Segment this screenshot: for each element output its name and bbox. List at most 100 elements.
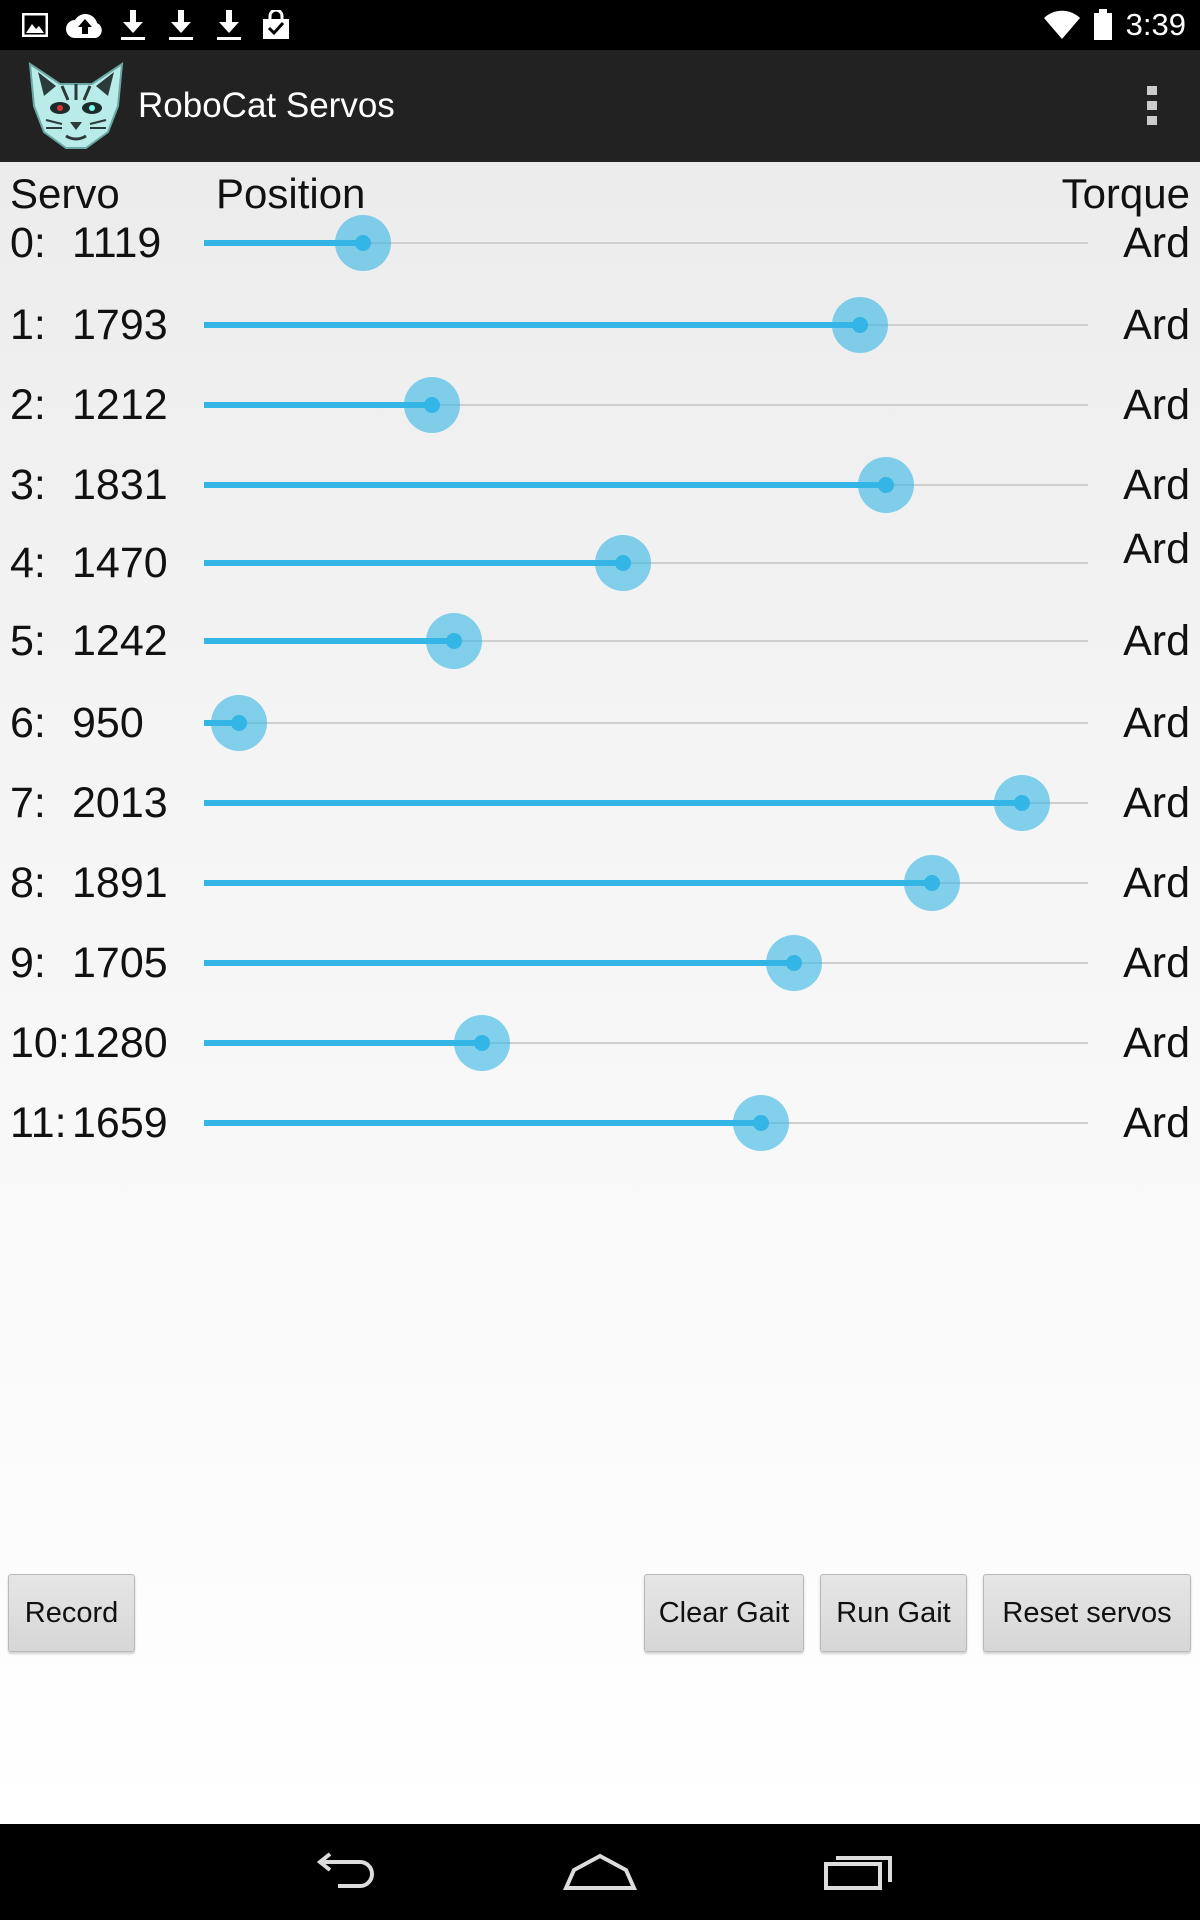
slider-thumb[interactable] (858, 457, 915, 513)
servo-label: 9: 1705 (10, 923, 168, 1003)
slider-thumb[interactable] (993, 775, 1050, 831)
slider-thumb-dot (355, 235, 372, 251)
servo-label: 5: 1242 (10, 601, 168, 681)
clear-gait-button[interactable]: Clear Gait (644, 1574, 804, 1652)
servo-row: 8: 1891 Ard (0, 843, 1200, 923)
recents-icon[interactable] (820, 1842, 896, 1902)
download-icon (166, 0, 196, 50)
action-bar: RoboCat Servos (0, 50, 1200, 162)
overflow-menu-icon[interactable] (1144, 84, 1160, 128)
servo-index: 10: (10, 1019, 70, 1067)
servo-position-value: 1793 (72, 301, 168, 349)
servo-torque-value[interactable]: Ard (1123, 859, 1190, 907)
slider-thumb[interactable] (404, 377, 461, 433)
servo-torque-value[interactable]: Ard (1123, 381, 1190, 429)
servo-torque-value[interactable]: Ard (1123, 1019, 1190, 1067)
slider-fill (204, 638, 455, 644)
servo-label: 3: 1831 (10, 445, 168, 525)
slider-thumb-dot (878, 477, 895, 493)
servo-index: 1: (10, 301, 46, 349)
slider-thumb[interactable] (831, 297, 888, 353)
wifi-icon (1042, 0, 1082, 50)
servo-index: 0: (10, 219, 46, 267)
servo-torque-value[interactable]: Ard (1123, 461, 1190, 509)
slider-thumb-dot (615, 555, 632, 571)
servo-position-value: 1119 (72, 219, 162, 267)
slider-thumb-dot (424, 397, 441, 413)
slider-thumb-dot (851, 317, 868, 333)
robocat-logo-icon[interactable] (26, 62, 126, 150)
back-icon[interactable] (306, 1842, 382, 1902)
servo-position-value: 1212 (72, 381, 168, 429)
servo-column-header: Servo (10, 170, 120, 217)
slider-thumb[interactable] (335, 215, 392, 271)
status-bar: 3:39 (0, 0, 1200, 50)
slider-fill (204, 880, 932, 886)
download-icon (214, 0, 244, 50)
servo-index: 4: (10, 539, 46, 587)
servo-label: 4: 1470 (10, 523, 168, 603)
slider-thumb-dot (474, 1035, 491, 1051)
battery-icon (1092, 0, 1114, 50)
servo-label: 10: 1280 (10, 1003, 168, 1083)
servo-torque-value[interactable]: Ard (1123, 525, 1190, 573)
slider-thumb[interactable] (595, 535, 652, 591)
servo-position-value: 1705 (72, 939, 168, 987)
servo-position-value: 1891 (72, 859, 168, 907)
cloud-upload-icon (64, 0, 106, 50)
slider-fill (204, 322, 860, 328)
servo-index: 11: (10, 1099, 67, 1147)
slider-fill (204, 1120, 761, 1126)
slider-track[interactable] (204, 242, 1088, 244)
servo-label: 6: 950 (10, 683, 144, 763)
slider-thumb[interactable] (903, 855, 960, 911)
servo-index: 7: (10, 779, 46, 827)
servo-row: 10: 1280 Ard (0, 1003, 1200, 1083)
servo-torque-value[interactable]: Ard (1123, 699, 1190, 747)
navigation-bar (0, 1824, 1200, 1920)
slider-fill (204, 800, 1022, 806)
slider-track[interactable] (204, 1042, 1088, 1044)
servo-index: 2: (10, 381, 46, 429)
servo-label: 0: 1119 (10, 203, 161, 283)
servo-row: 2: 1212 Ard (0, 365, 1200, 445)
slider-thumb[interactable] (732, 1095, 789, 1151)
servo-index: 3: (10, 461, 46, 509)
record-button[interactable]: Record (8, 1574, 135, 1652)
servo-position-value: 950 (72, 699, 144, 747)
home-icon[interactable] (560, 1842, 640, 1902)
servo-torque-value[interactable]: Ard (1123, 1099, 1190, 1147)
servo-torque-value[interactable]: Ard (1123, 939, 1190, 987)
servo-torque-value[interactable]: Ard (1123, 301, 1190, 349)
run-gait-button[interactable]: Run Gait (820, 1574, 967, 1652)
servo-position-value: 1280 (72, 1019, 168, 1067)
slider-thumb-dot (752, 1115, 769, 1131)
slider-track[interactable] (204, 640, 1088, 642)
servo-torque-value[interactable]: Ard (1123, 779, 1190, 827)
position-column-header: Position (216, 170, 366, 217)
servo-row: 4: 1470 Ard (0, 523, 1200, 603)
servo-row: 9: 1705 Ard (0, 923, 1200, 1003)
servo-torque-value[interactable]: Ard (1123, 219, 1190, 267)
servo-label: 1: 1793 (10, 285, 168, 365)
slider-thumb[interactable] (211, 695, 268, 751)
servo-index: 8: (10, 859, 46, 907)
servo-torque-value[interactable]: Ard (1123, 617, 1190, 665)
servo-row: 7: 2013 Ard (0, 763, 1200, 843)
slider-thumb[interactable] (426, 613, 483, 669)
slider-fill (204, 240, 364, 246)
status-time: 3:39 (1125, 7, 1186, 42)
slider-thumb[interactable] (765, 935, 822, 991)
slider-thumb-dot (1013, 795, 1030, 811)
reset-servos-button[interactable]: Reset servos (983, 1574, 1191, 1652)
servo-row: 1: 1793 Ard (0, 285, 1200, 365)
slider-thumb-dot (231, 715, 248, 731)
slider-track[interactable] (204, 722, 1088, 724)
servo-row: 11: 1659 Ard (0, 1083, 1200, 1163)
servo-row: 0: 1119 Ard (0, 203, 1200, 283)
shopping-bag-icon (260, 0, 292, 50)
servo-label: 7: 2013 (10, 763, 168, 843)
slider-fill (204, 560, 624, 566)
slider-track[interactable] (204, 404, 1088, 406)
slider-thumb[interactable] (454, 1015, 511, 1071)
